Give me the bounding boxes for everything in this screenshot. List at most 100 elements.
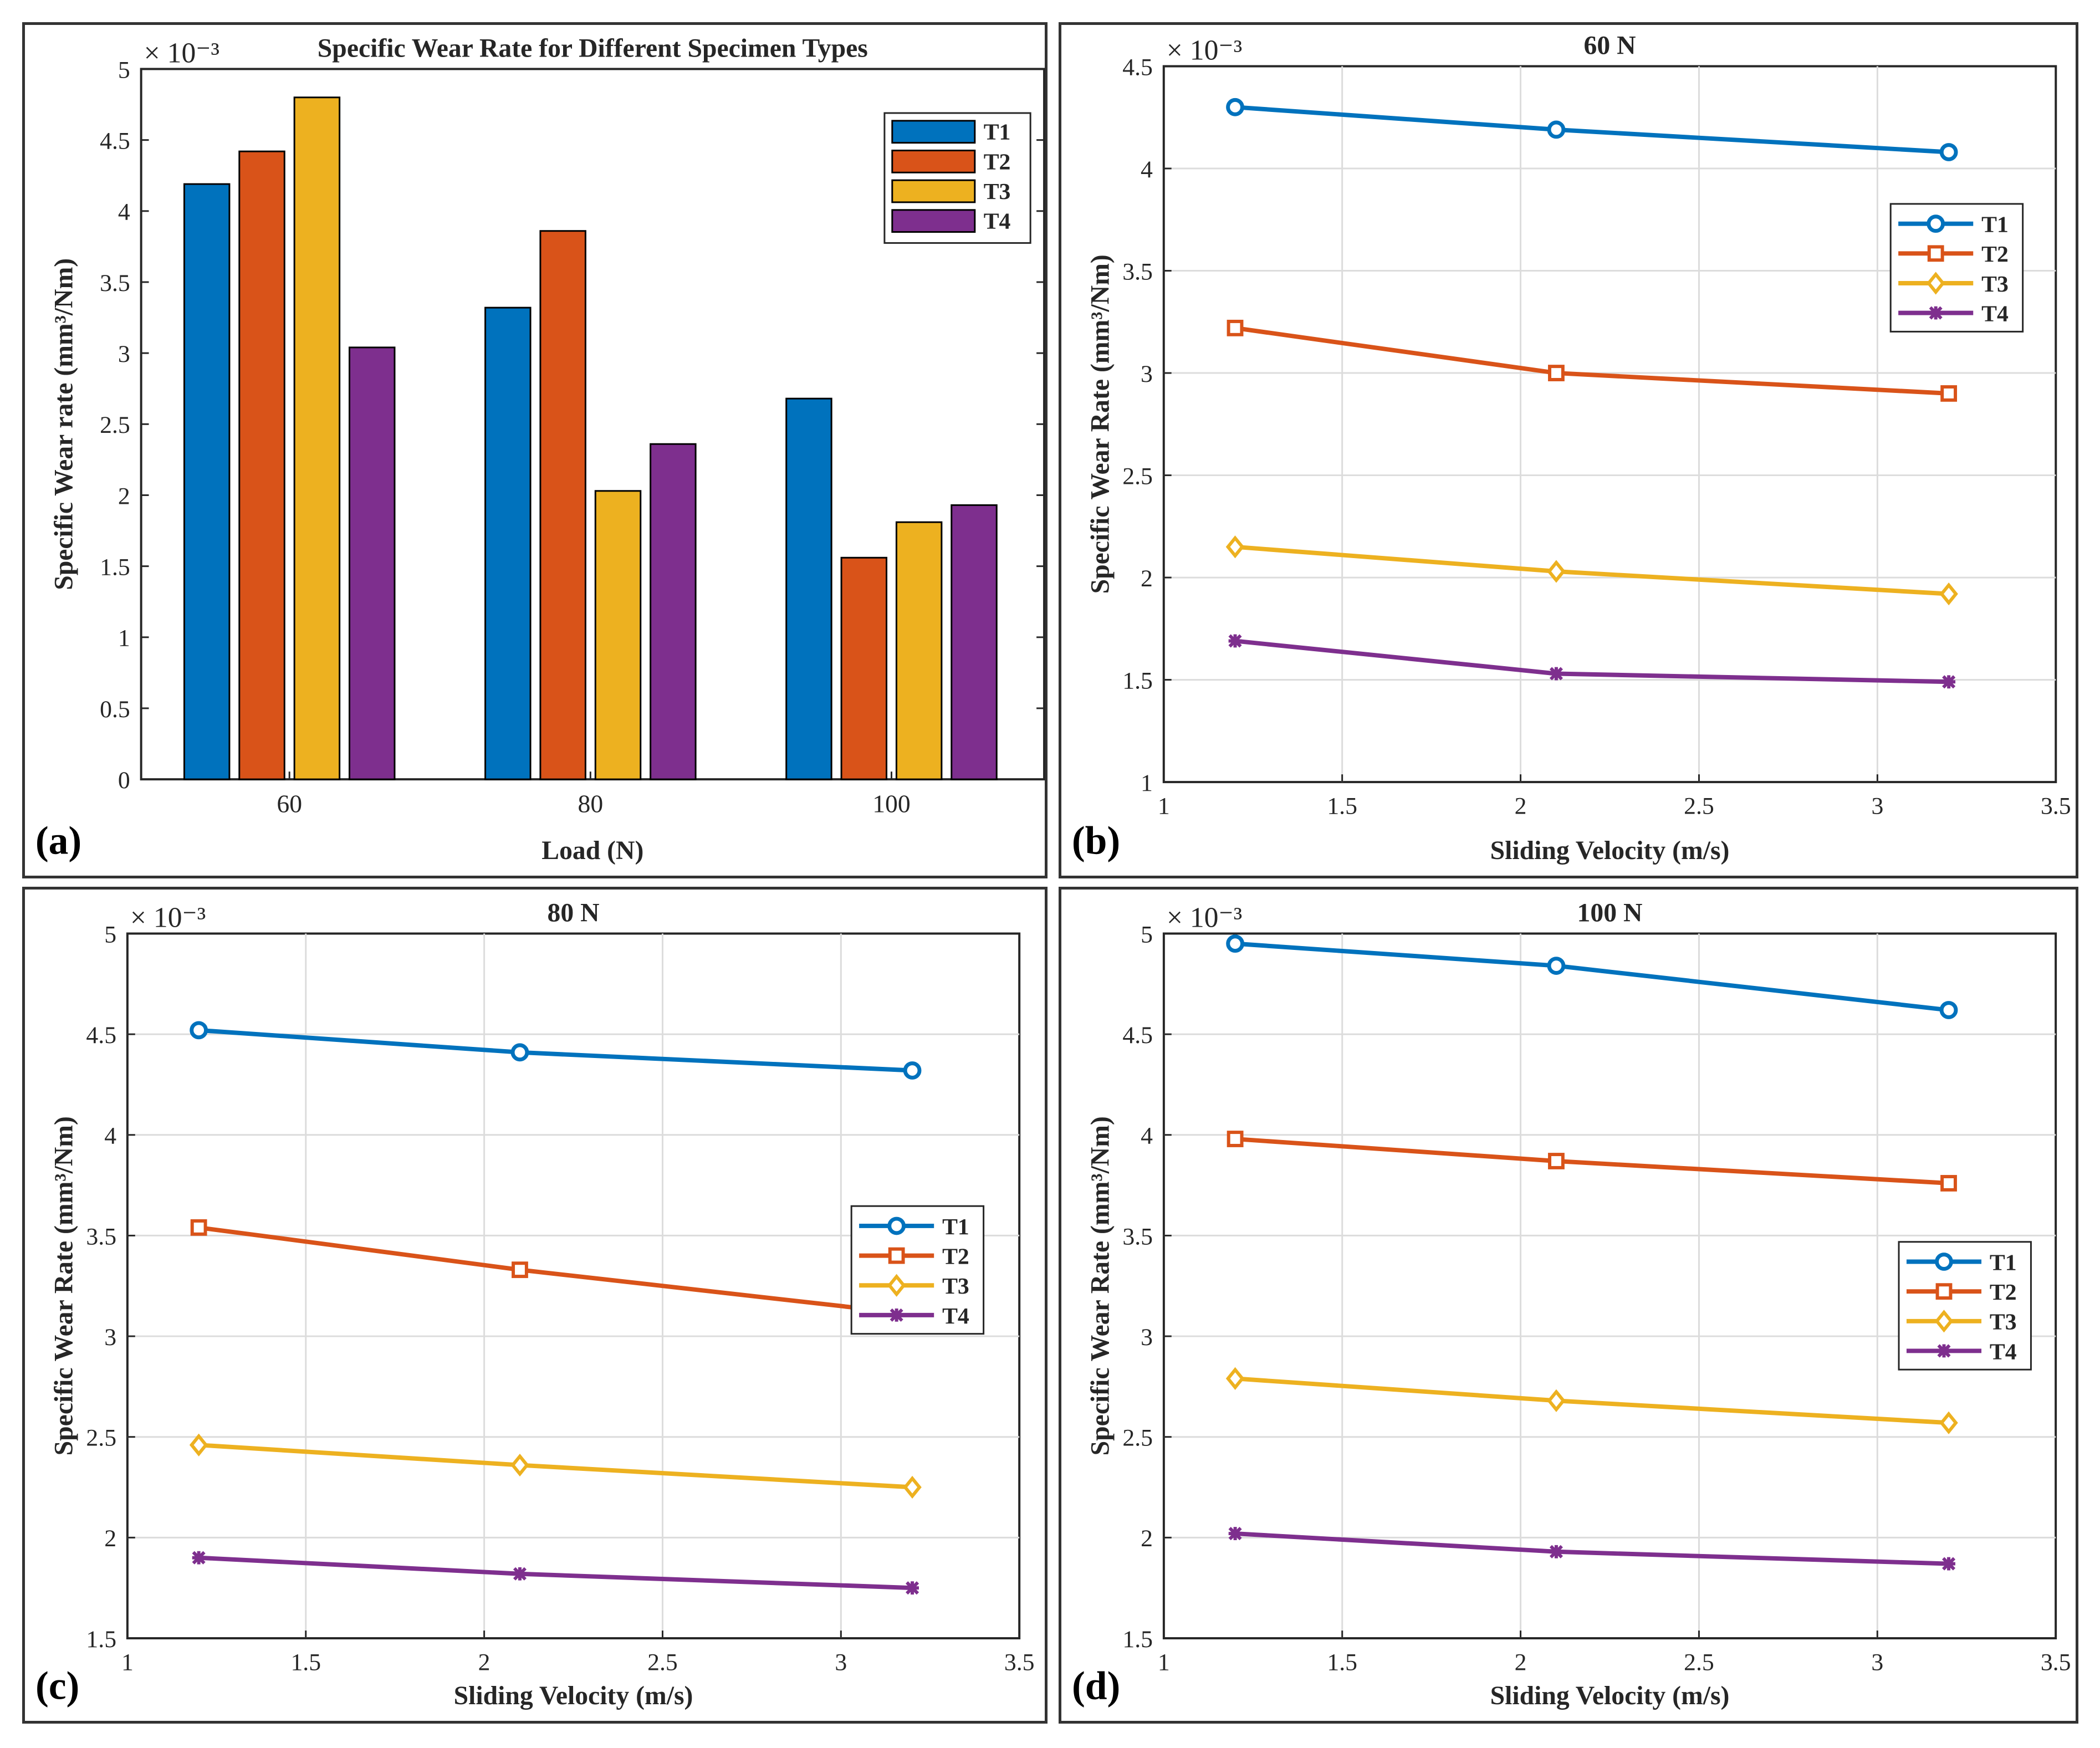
marker-T1-legend — [1935, 1253, 1953, 1271]
marker-T1-1 — [1547, 120, 1566, 139]
y-tick-label: 3 — [104, 1324, 116, 1351]
marker-T3-2 — [903, 1475, 922, 1499]
x-tick-label: 2.5 — [1684, 793, 1714, 820]
marker-T1-legend — [1927, 214, 1945, 233]
panel-label: (c) — [35, 1664, 79, 1708]
marker-T4-0 — [1228, 634, 1242, 648]
axis-exponent: × 10⁻³ — [1167, 902, 1242, 934]
bar-T1-100 — [785, 397, 832, 780]
y-tick-label: 1.5 — [100, 554, 130, 581]
y-tick-label: 3.5 — [86, 1223, 116, 1250]
y-tick-label: 1 — [1141, 770, 1153, 796]
y-tick-label: 3.5 — [1122, 258, 1153, 285]
y-tick-label: 4 — [104, 1123, 116, 1149]
legend-swatch-T4 — [891, 209, 976, 233]
bar-T3-60 — [293, 96, 341, 780]
x-tick-label: 1 — [1158, 1649, 1170, 1676]
x-axis-label: Load (N) — [541, 836, 643, 865]
y-axis-label: Specific Wear Rate (mm³/Nm) — [1086, 254, 1115, 594]
x-tick-label: 2 — [1515, 1649, 1527, 1676]
bar-T3-80 — [594, 490, 642, 780]
legend-label-T1: T1 — [984, 120, 1011, 145]
y-tick-label: 2 — [104, 1525, 116, 1552]
chart-title: 80 N — [548, 899, 600, 928]
axis-exponent: × 10⁻³ — [144, 38, 219, 69]
marker-T3-legend — [1926, 272, 1945, 295]
y-tick-label: 2.5 — [86, 1425, 116, 1451]
y-tick-label: 4.5 — [100, 128, 130, 155]
legend-label-T1: T1 — [942, 1214, 969, 1240]
y-tick-label: 3 — [1141, 1324, 1153, 1351]
y-tick-label: 1.5 — [1122, 1626, 1153, 1653]
marker-T3-0 — [1225, 535, 1245, 559]
marker-T2-2 — [1940, 385, 1958, 402]
marker-T2-0 — [1227, 1131, 1244, 1147]
x-tick-label: 1 — [1158, 793, 1170, 820]
legend-swatch-T3 — [891, 179, 976, 203]
legend-swatch-T1 — [891, 120, 976, 144]
marker-T2-1 — [1548, 1153, 1565, 1169]
marker-T3-2 — [1939, 1411, 1958, 1434]
x-tick-label: 80 — [578, 790, 604, 818]
bar-T4-60 — [349, 346, 396, 780]
marker-T1-0 — [1226, 98, 1244, 116]
y-tick-label: 2 — [1141, 565, 1153, 592]
marker-T1-2 — [1939, 143, 1958, 161]
marker-T1-legend — [887, 1217, 906, 1235]
x-tick-label: 3.5 — [2041, 793, 2071, 820]
bar-T3-100 — [895, 521, 943, 780]
x-tick-label: 1 — [121, 1649, 134, 1676]
x-axis-label: Sliding Velocity (m/s) — [454, 1681, 693, 1710]
x-tick-label: 1.5 — [1327, 793, 1357, 820]
bar-T1-60 — [183, 183, 231, 780]
y-tick-label: 4.5 — [1122, 1022, 1153, 1049]
x-tick-label: 3.5 — [2041, 1649, 2071, 1676]
y-tick-label: 5 — [118, 57, 130, 83]
marker-T2-0 — [190, 1219, 207, 1236]
bar-chart: 0 0.5 1 1.5 2 2.5 3 3.5 4 4.5 5 60 80 100 T1 T2 T3 T4 × 10… — [35, 34, 1045, 865]
y-tick-label: 4 — [1141, 1123, 1153, 1149]
legend-label-T3: T3 — [1990, 1310, 2017, 1335]
axis-exponent: × 10⁻³ — [130, 902, 206, 934]
marker-T4-1 — [513, 1567, 527, 1581]
legend-label-T2: T2 — [1981, 242, 2009, 267]
marker-T3-2 — [1939, 582, 1958, 606]
marker-T4-2 — [906, 1581, 919, 1595]
chart-title: 100 N — [1577, 899, 1643, 928]
y-tick-label: 3 — [1141, 361, 1153, 387]
marker-T1-0 — [1226, 934, 1245, 953]
marker-T3-legend — [887, 1274, 906, 1297]
legend-label-T4: T4 — [1990, 1339, 2017, 1364]
y-tick-label: 4 — [118, 199, 130, 226]
marker-T4-1 — [1549, 667, 1563, 681]
legend-label-T1: T1 — [1981, 212, 2009, 238]
panel-label: (b) — [1072, 819, 1120, 862]
x-tick-label: 2 — [1515, 793, 1527, 820]
legend-label-T2: T2 — [942, 1244, 969, 1269]
y-tick-label: 2.5 — [100, 412, 130, 438]
marker-T2-2 — [1940, 1175, 1957, 1192]
y-tick-label: 2 — [118, 483, 130, 509]
legend-swatch-T2 — [891, 150, 976, 173]
panel-label: (a) — [35, 819, 81, 862]
y-tick-label: 4.5 — [86, 1022, 116, 1049]
marker-T4-2 — [1941, 1557, 1956, 1571]
marker-T1-2 — [1939, 1001, 1958, 1019]
legend-label-T3: T3 — [1981, 272, 2009, 297]
marker-T4-legend — [890, 1308, 903, 1322]
y-tick-label: 5 — [1141, 921, 1153, 948]
marker-T2-0 — [1227, 319, 1244, 336]
y-tick-label: 0.5 — [100, 696, 130, 723]
marker-T4-2 — [1942, 675, 1956, 689]
marker-T2-1 — [1548, 365, 1565, 381]
legend-label-T3: T3 — [984, 179, 1011, 205]
marker-T3-0 — [189, 1433, 208, 1456]
bar-T1-80 — [484, 306, 532, 780]
marker-T2-legend — [1927, 245, 1944, 262]
line-chart-60n: 1 1.5 2 2.5 3 3.5 1 1.5 2 2.5 3 3.5 4 4.5 T1 T2 T3 T4 × 10… — [1072, 32, 2071, 866]
y-tick-label: 4 — [1141, 156, 1153, 183]
panel-b: 1 1.5 2 2.5 3 3.5 1 1.5 2 2.5 3 3.5 4 4.5 T1 T2 T3 T4 × 10… — [1059, 22, 2078, 878]
marker-T1-1 — [1547, 957, 1566, 975]
bar-T4-100 — [951, 504, 998, 780]
